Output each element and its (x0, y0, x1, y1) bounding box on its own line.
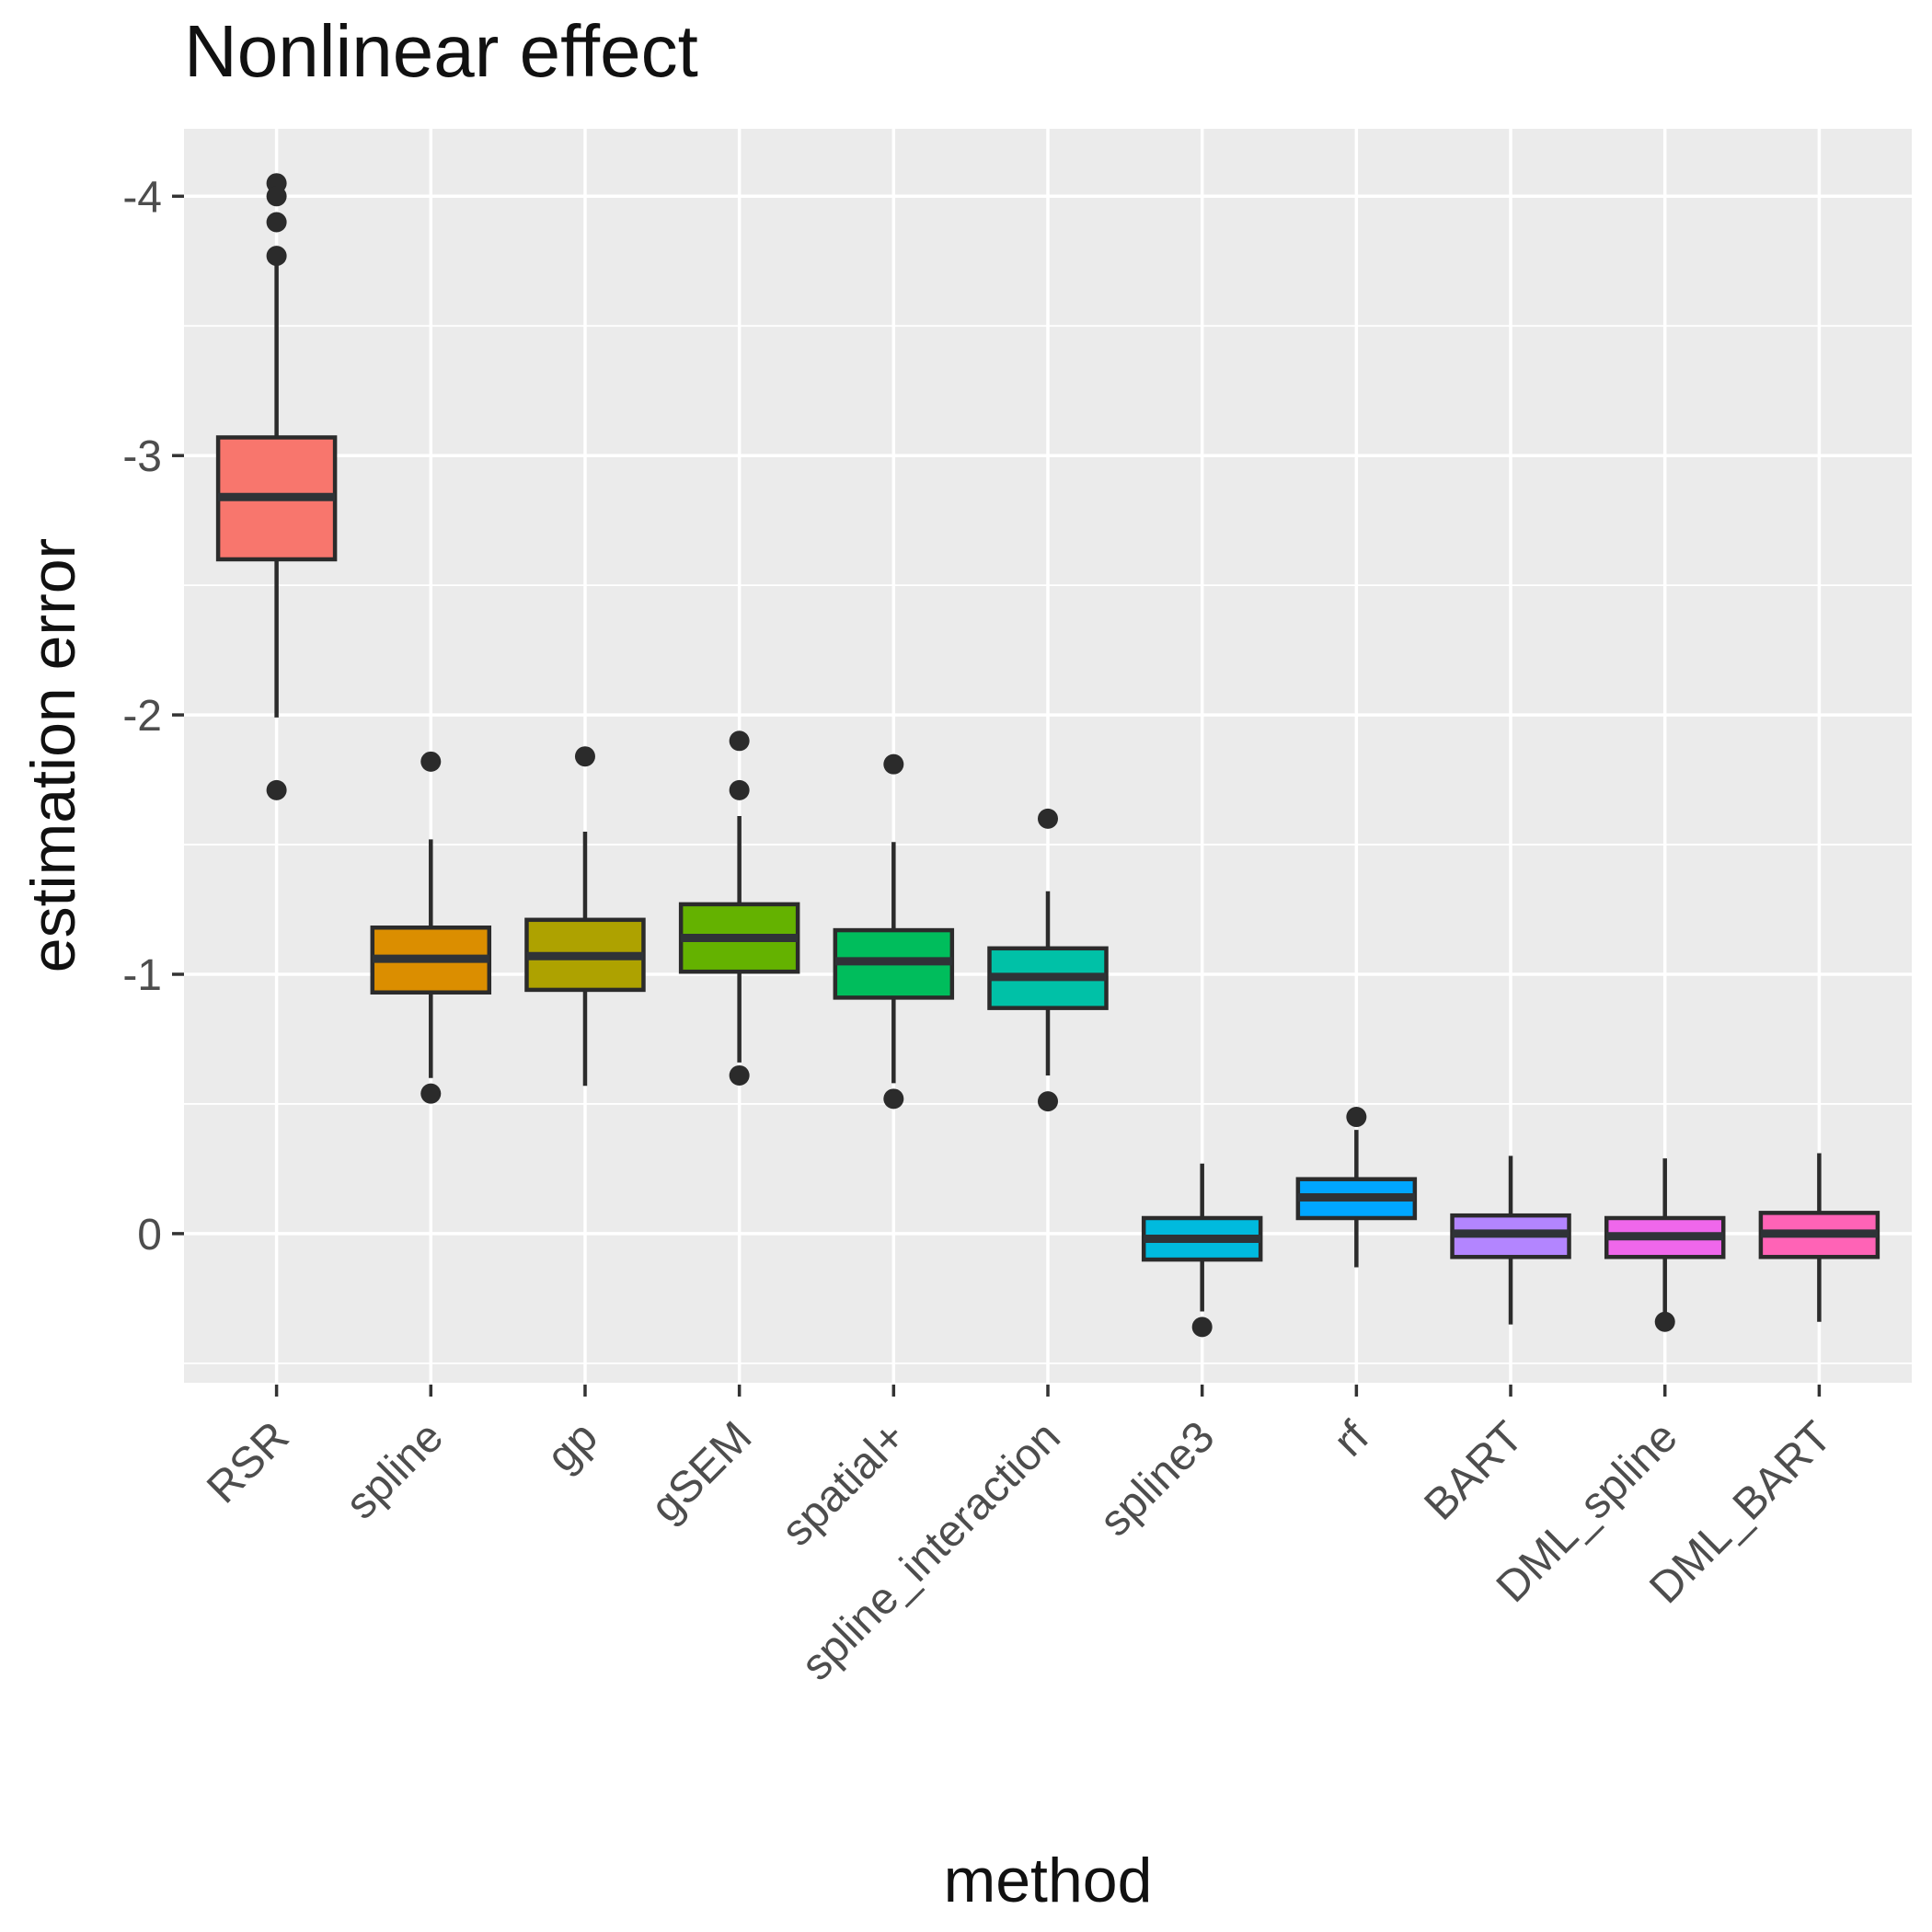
x-tick-label-spatial+: spatial+ (773, 1412, 915, 1555)
outlier-point (266, 779, 287, 800)
outlier-point (1191, 1317, 1213, 1338)
outlier-point (266, 212, 287, 233)
x-tick-label-gp: gp (538, 1412, 607, 1481)
y-tick-label: -4 (122, 173, 162, 222)
boxplot-gp (524, 746, 646, 1087)
outlier-point (729, 730, 750, 752)
outlier-point (420, 751, 442, 772)
boxplot-BART (1450, 1156, 1571, 1325)
x-tick-label-BART: BART (1415, 1412, 1532, 1529)
x-tick-label-spline3: spline3 (1090, 1412, 1224, 1546)
x-tick-label-spline: spline (337, 1412, 453, 1528)
y-tick-label: 0 (137, 1211, 162, 1259)
boxplot-spline_interaction (987, 808, 1109, 1112)
boxplot-spline3 (1141, 1163, 1263, 1338)
outlier-point (1038, 1091, 1058, 1112)
boxplot-gSEM (678, 730, 800, 1086)
outlier-point (1654, 1311, 1675, 1332)
y-tick-label: -2 (122, 692, 162, 741)
x-tick-label-RSR: RSR (198, 1412, 298, 1512)
boxplot-RSR (215, 173, 338, 800)
outlier-point (574, 746, 595, 767)
boxplot-DML_spline (1604, 1158, 1726, 1332)
y-tick-label: -1 (122, 951, 162, 1000)
outlier-point (729, 1064, 750, 1086)
boxplot-rf (1295, 1107, 1418, 1268)
outlier-point (883, 1088, 904, 1110)
x-tick-label-rf: rf (1325, 1412, 1379, 1466)
chart-title: Nonlinear effect (184, 10, 698, 92)
boxplot-DML_BART (1758, 1153, 1880, 1322)
y-axis-title: estimation error (18, 537, 88, 973)
outlier-point (1346, 1107, 1367, 1128)
outlier-point (729, 779, 750, 800)
outlier-point (1038, 808, 1058, 829)
y-tick-label: -3 (122, 432, 162, 481)
outlier-point (266, 246, 287, 267)
outlier-point (266, 186, 287, 207)
x-tick-label-gSEM: gSEM (642, 1412, 762, 1532)
boxplot-spatial+ (833, 753, 955, 1110)
boxplot-spline (370, 751, 492, 1104)
outlier-point (883, 753, 904, 775)
x-tick-label-spline_interaction: spline_interaction (792, 1412, 1070, 1690)
outlier-point (420, 1083, 442, 1104)
x-axis-title: method (943, 1846, 1153, 1915)
